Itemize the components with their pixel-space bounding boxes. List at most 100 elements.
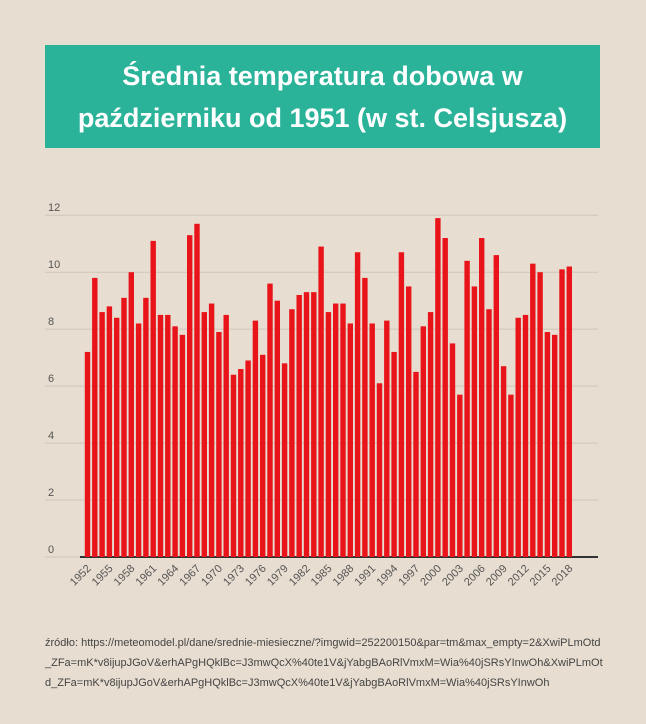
x-tick-label: 1997 [396,563,422,589]
bar [165,314,171,557]
bar [398,252,405,557]
x-tick-label: 1994 [374,563,400,589]
bar [391,351,397,557]
bar [92,277,98,557]
bar [333,303,339,557]
y-tick-label: 8 [48,316,54,328]
x-tick-label: 2018 [550,563,576,589]
x-tick-label: 1958 [112,563,138,589]
bar [457,394,463,557]
y-tick-label: 2 [48,487,54,499]
bar [318,246,324,557]
bar [99,312,105,557]
bar [347,323,353,557]
x-tick-label: 2006 [462,563,488,589]
x-tick-label: 1955 [90,563,116,589]
bar [238,369,244,557]
x-tick-label: 2012 [506,563,532,589]
bar [464,260,470,557]
x-tick-label: 1985 [309,563,335,589]
bar [223,314,229,557]
bar [289,309,295,557]
bar [230,374,237,557]
bar [515,317,521,557]
bar [544,332,551,557]
bar [143,297,149,557]
bar [449,343,456,557]
bar [311,292,317,557]
bar [187,235,193,557]
y-tick-label: 4 [48,430,54,442]
x-tick-label: 1982 [287,563,313,589]
x-tick-label: 1961 [134,563,160,589]
y-tick-label: 10 [48,259,60,271]
y-tick-label: 12 [48,202,60,214]
bar [216,332,222,557]
bar [508,394,514,557]
x-tick-label: 1964 [155,563,181,589]
bar [413,371,419,557]
bar [486,309,492,557]
bar [194,223,200,557]
x-tick-label: 1976 [243,563,269,589]
bar [500,366,507,557]
bar [369,323,375,557]
bar [252,320,259,557]
bar [552,334,558,557]
y-tick-label: 0 [48,544,54,556]
x-tick-label: 2003 [440,563,466,589]
bar [406,286,412,557]
bar [260,354,266,557]
bar [420,326,426,557]
bar [354,252,361,557]
x-tick-label: 1991 [353,563,379,589]
bar [274,300,280,557]
bar [384,320,390,557]
bar [267,283,273,557]
bar [340,303,346,557]
bar [566,266,572,557]
bar [471,286,478,557]
bar [479,238,485,558]
bar [296,294,302,557]
bar [530,263,536,557]
chart-title: Średnia temperatura dobowa w październik… [45,45,600,148]
bar [84,351,91,557]
bar [201,312,207,557]
bar [172,326,178,557]
bar [362,277,368,557]
bar [179,334,186,557]
source-note: źródło: https://meteomodel.pl/dane/sredn… [45,637,603,689]
bar [281,363,288,557]
chart: 0246810121952195519581961196419671970197… [45,202,598,589]
bar [208,303,215,557]
x-tick-label: 1970 [199,563,225,589]
x-tick-label: 1979 [265,563,291,589]
x-tick-label: 2000 [418,563,444,589]
bar [245,360,251,557]
bar [376,383,383,557]
bar [106,306,113,557]
bar [135,323,142,557]
x-tick-label: 1973 [221,563,247,589]
bar [121,297,127,557]
bar [150,240,156,557]
bar [522,314,529,557]
bar [537,272,543,557]
x-tick-label: 2015 [528,563,554,589]
x-tick-label: 1967 [177,563,203,589]
y-tick-label: 6 [48,373,54,385]
bar [559,269,565,557]
bar [128,272,134,557]
bar [442,238,448,558]
bar [303,292,310,557]
bar [157,314,164,557]
bar [114,317,120,557]
bar [493,255,499,557]
x-tick-label: 1988 [331,563,357,589]
bar [427,312,434,557]
x-tick-label: 2009 [484,563,510,589]
x-tick-label: 1952 [68,563,94,589]
bar [435,218,441,557]
